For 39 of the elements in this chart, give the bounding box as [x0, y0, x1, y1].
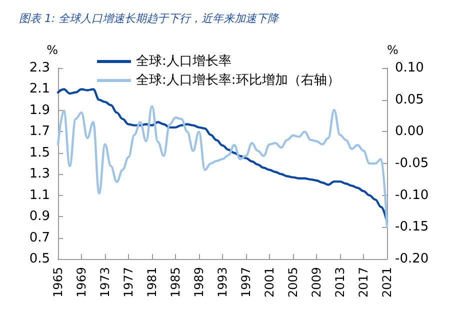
chart-title: 图表 1: 全球人口增速长期趋于下行，近年来加速下降 — [19, 12, 280, 25]
x-tick-label: 2005 — [286, 267, 300, 298]
y2-axis-title: % — [387, 43, 398, 57]
y-axis-title: % — [46, 43, 58, 57]
line-series — [56, 105, 388, 228]
y2-tick-label: -0.10 — [395, 188, 429, 203]
x-tick-label: 1997 — [239, 267, 253, 298]
y-tick-label: 1.9 — [29, 102, 50, 118]
y2-tick-label: -0.05 — [395, 156, 429, 171]
x-tick-label: 2021 — [380, 267, 394, 298]
x-tick-label: 1973 — [98, 267, 112, 298]
y-tick-label: 1.1 — [29, 188, 50, 203]
legend-label: 全球:人口增长率:环比增加（右轴） — [136, 72, 340, 88]
y-tick-label: 0.5 — [29, 252, 50, 266]
y-tick-label: 1.5 — [29, 145, 50, 160]
x-tick-label: 1969 — [74, 267, 88, 298]
y-tick-label: 0.9 — [29, 209, 50, 224]
x-tick-label: 2009 — [310, 267, 324, 298]
x-tick-label: 1981 — [145, 267, 159, 298]
y-tick-label: 1.7 — [29, 124, 50, 140]
x-tick-label: 1993 — [216, 267, 230, 298]
y2-tick-label: -0.20 — [395, 252, 429, 266]
y2-tick-label: -0.15 — [395, 220, 429, 235]
y2-tick-label: 0.05 — [395, 92, 424, 108]
y2-tick-label: 0.00 — [395, 124, 424, 140]
x-tick-label: 1977 — [122, 267, 136, 298]
x-tick-label: 2013 — [333, 267, 347, 298]
y-tick-label: 2.1 — [29, 82, 50, 97]
x-tick-label: 1989 — [192, 267, 206, 298]
x-tick-label: 2001 — [262, 267, 276, 298]
y-tick-label: 0.7 — [29, 230, 50, 246]
x-tick-label: 1985 — [168, 267, 182, 298]
x-tick-label: 2017 — [356, 267, 370, 298]
y-tick-label: 1.3 — [29, 166, 50, 182]
y2-tick-label: 0.10 — [395, 60, 424, 76]
line-series — [56, 88, 388, 223]
y-tick-label: 2.3 — [29, 60, 50, 76]
x-tick-label: 1965 — [51, 267, 65, 298]
legend-label: 全球:人口增长率 — [136, 53, 232, 69]
